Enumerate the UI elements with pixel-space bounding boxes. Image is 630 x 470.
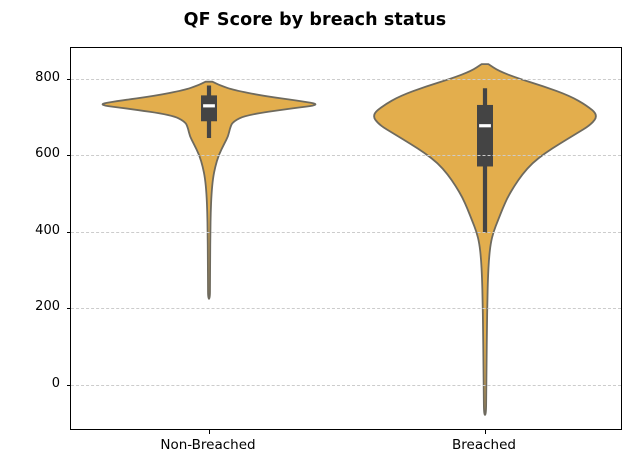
y-tick-mark	[66, 231, 71, 233]
y-tick-mark	[66, 385, 71, 387]
y-tick-mark	[66, 308, 71, 310]
gridline	[71, 308, 621, 310]
x-tick-mark	[209, 429, 210, 434]
x-tick-label: Non-Breached	[160, 437, 256, 453]
y-tick-label: 200	[35, 299, 60, 315]
gridline	[71, 78, 621, 80]
x-tick-label: Breached	[452, 437, 516, 453]
gridline	[71, 385, 621, 387]
y-tick-label: 800	[35, 69, 60, 85]
chart-title: QF Score by breach status	[183, 10, 447, 30]
gridline	[71, 155, 621, 157]
x-tick-mark	[485, 429, 486, 434]
y-tick-label: 600	[35, 146, 60, 162]
violin-plot-svg	[101, 63, 597, 416]
y-tick-mark	[66, 78, 71, 80]
violin-body	[373, 63, 597, 416]
violin-body	[101, 80, 317, 300]
y-tick-label: 0	[51, 376, 60, 392]
iqr-box	[477, 104, 493, 167]
gridline	[71, 231, 621, 233]
y-tick-label: 400	[35, 222, 60, 238]
iqr-box	[201, 95, 217, 122]
y-tick-mark	[66, 155, 71, 157]
plot-area	[66, 47, 622, 434]
